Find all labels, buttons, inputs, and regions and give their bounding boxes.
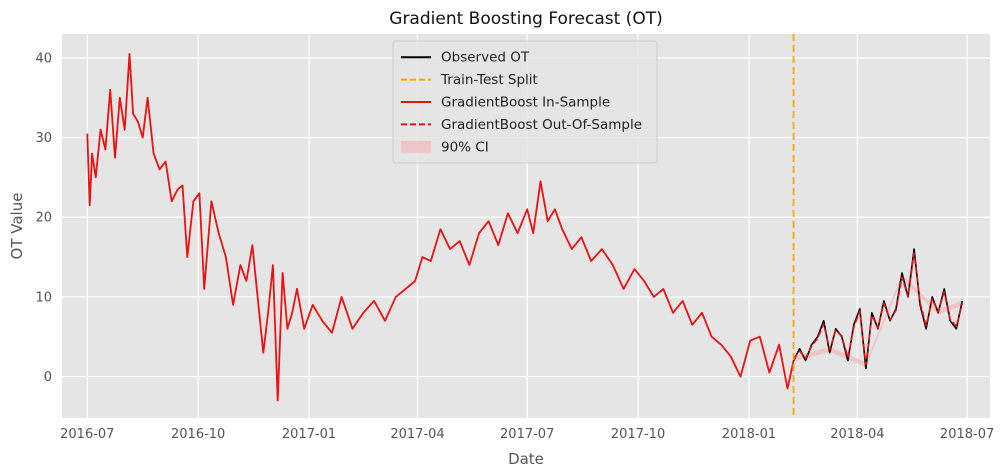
y-tick-label: 20 <box>35 211 52 226</box>
y-tick-label: 30 <box>35 131 52 146</box>
y-tick-label: 10 <box>35 290 52 305</box>
y-tick-label: 0 <box>44 370 52 385</box>
legend-item-split: Train-Test Split <box>401 72 538 88</box>
x-tick-label: 2016-10 <box>171 427 225 442</box>
chart-title: Gradient Boosting Forecast (OT) <box>389 9 662 29</box>
legend-label: Train-Test Split <box>440 72 538 88</box>
legend-swatch-patch <box>401 140 431 153</box>
x-tick-label: 2018-07 <box>940 427 994 442</box>
x-tick-label: 2017-10 <box>611 427 665 442</box>
legend-item-in-sample: GradientBoost In-Sample <box>401 95 610 111</box>
series-line-in-sample <box>86 53 795 402</box>
legend-label: 90% CI <box>441 139 489 155</box>
legend-label: Observed OT <box>441 50 530 66</box>
series-line-out-of-sample <box>792 252 964 366</box>
legend-label: GradientBoost Out-Of-Sample <box>441 117 642 133</box>
legend-item-observed: Observed OT <box>401 50 530 66</box>
x-tick-label: 2018-04 <box>830 427 884 442</box>
legend-item-ci: 90% CI <box>401 139 489 155</box>
y-axis-label: OT Value <box>8 193 26 260</box>
y-axis-ticks: 0 10 20 30 40 <box>35 51 52 385</box>
legend-label: GradientBoost In-Sample <box>441 95 610 111</box>
x-tick-label: 2017-01 <box>282 427 336 442</box>
x-tick-label: 2017-04 <box>390 427 444 442</box>
legend-item-out-of-sample: GradientBoost Out-Of-Sample <box>401 117 642 133</box>
series-layer <box>86 53 964 402</box>
x-tick-label: 2018-01 <box>722 427 776 442</box>
x-axis-ticks: 2016-07 2016-10 2017-01 2017-04 2017-07 2017-… <box>60 427 994 442</box>
x-tick-label: 2017-07 <box>500 427 554 442</box>
legend: Observed OT Train-Test Split GradientBoost… <box>392 40 658 164</box>
legend-box <box>392 40 658 164</box>
y-tick-label: 40 <box>35 51 52 66</box>
x-tick-label: 2016-07 <box>60 427 114 442</box>
x-axis-label: Date <box>508 450 544 468</box>
